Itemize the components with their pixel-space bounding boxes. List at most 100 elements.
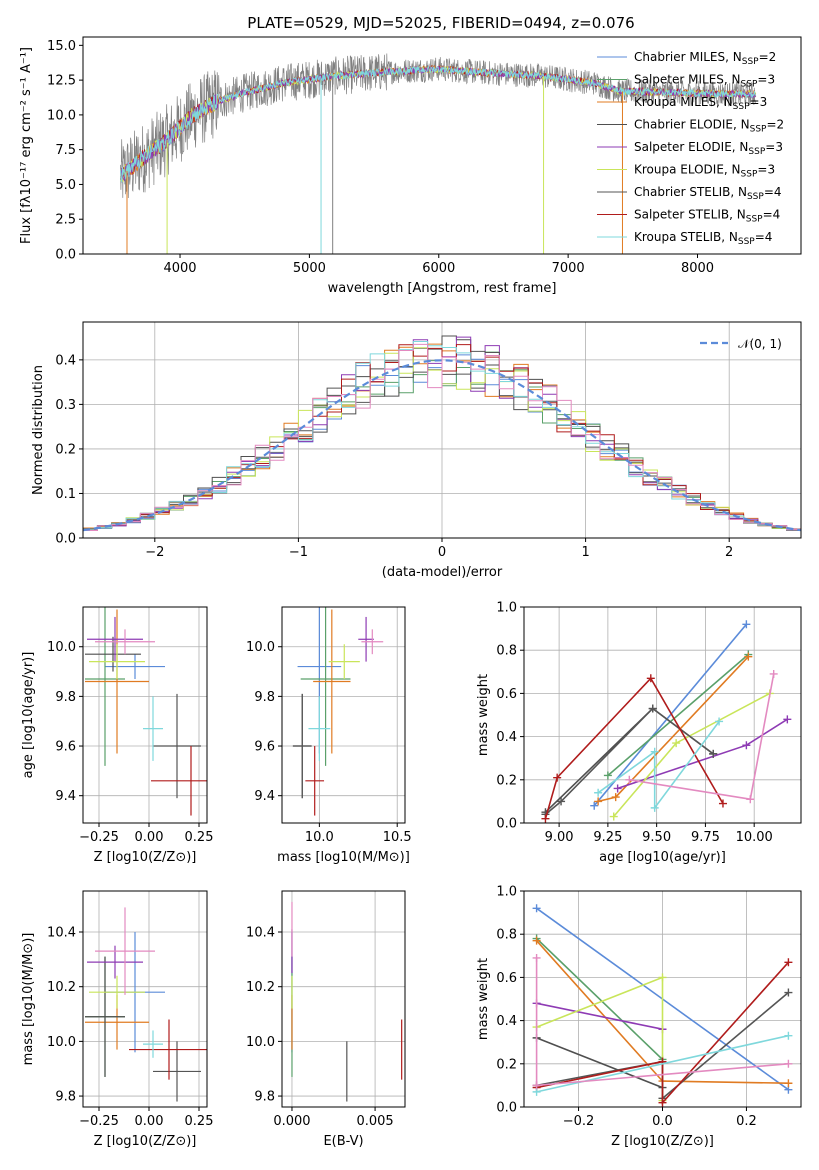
legend-label-main: Chabrier STELIB, N [634,185,747,199]
legend-label-main: Salpeter ELODIE, N [634,140,748,154]
weight-marker-salpeter_stelib [646,674,655,683]
x-tick-label: 0.25 [185,1114,214,1129]
y-tick-label: 1.0 [496,885,517,900]
y-tick-label: 0.8 [496,644,517,659]
y-tick-label: 0.6 [496,687,517,702]
y-tick-label: 9.4 [254,789,275,804]
x-tick-label: 2 [725,545,733,560]
weight-marker-salpeter_elodie [783,715,792,724]
y-tick-label: 0.0 [55,532,76,547]
x-axis-label: mass [log10(M/M⊙)] [277,850,410,865]
weight-marker-mass_pink [769,669,778,678]
weight-line-salpeter_miles [536,937,664,1061]
panel-mass_vs_Z: −0.25 0.00 0.25 9.8 10.0 10.2 10.4 Z [log10(Z/Z… [21,890,214,1149]
legend-label-main: Salpeter STELIB, N [634,208,746,222]
x-tick-label: 0.00 [135,830,164,845]
y-tick-label: 10.2 [47,980,76,995]
y-tick-label: 0.2 [496,1057,517,1072]
y-tick-label: 10.0 [47,108,76,123]
plot-area [83,891,207,1107]
y-tick-label: 0.4 [55,353,76,368]
x-axis-label: age [log10(age/yr)] [599,850,726,865]
weight-marker-salpeter_stelib [658,1098,667,1107]
weight-marker-chabrier_stelib [784,988,793,997]
weight-marker-kroupa_stelib [650,747,659,756]
x-tick-label: 4000 [163,261,196,276]
x-axis-label: (data-model)/error [382,565,503,580]
y-tick-label: 0.1 [55,487,76,502]
weight-marker-kroupa_elodie [658,973,667,982]
weight-marker-kroupa_miles [611,793,620,802]
weight-marker-mass_pink [746,795,755,804]
legend-label-sub: SSP [747,192,764,202]
axes-frame [82,36,802,255]
y-tick-label: 9.8 [254,690,275,705]
legend-label: Kroupa MILES, NSSP=3 [634,95,767,112]
plot-area [524,607,801,823]
legend-label-sub: SSP [741,170,758,180]
legend-label-tail: =2 [759,50,777,64]
weight-line-salpeter_stelib [544,676,724,819]
x-tick-label: 7000 [552,261,585,276]
legend-label: Salpeter MILES, NSSP=3 [634,73,775,90]
legend-label: Chabrier ELODIE, NSSP=2 [634,118,784,135]
weight-marker-kroupa_miles [594,797,603,806]
x-tick-label: 0.0 [652,1114,673,1129]
plot-area [524,891,801,1107]
axes-frame [281,890,406,1108]
y-tick-label: 0.8 [496,928,517,943]
legend-label-tail: =3 [750,95,768,109]
weight-marker-kroupa_elodie [609,812,618,821]
legend-label-tail: =4 [755,230,773,244]
normal-reference-curve [83,359,801,532]
y-tick-label: 9.8 [254,1090,275,1105]
y-tick-label: 10.4 [47,926,76,941]
legend-label: Kroupa STELIB, NSSP=4 [634,230,772,247]
y-tick-label: 10.0 [246,640,275,655]
x-tick-label: 6000 [422,261,455,276]
y-tick-label: 0.0 [496,817,517,832]
y-axis-label: age [log10(age/yr)] [21,652,36,779]
y-tick-label: 2.5 [55,213,76,228]
y-tick-label: 10.4 [246,926,275,941]
y-tick-label: 9.8 [55,1090,76,1105]
legend-label-tail: =2 [766,118,784,132]
axes-frame [523,606,802,824]
legend-label-main: Salpeter MILES, N [634,73,741,87]
legend-label-tail: =3 [757,163,775,177]
axes-frame [82,890,208,1108]
axes-frame [281,606,406,824]
weight-marker-salpeter_elodie [742,741,751,750]
weight-line-kroupa_stelib [597,721,720,811]
x-tick-label: 10.0 [305,830,334,845]
x-tick-label: 10.00 [736,830,773,845]
figure-title: PLATE=0529, MJD=52025, FIBERID=0494, z=0… [247,14,634,32]
weight-marker-mass_pink [625,775,634,784]
weight-marker-kroupa_stelib [594,788,603,797]
x-tick-label: −0.2 [563,1114,595,1129]
y-tick-label: 10.0 [47,640,76,655]
x-tick-label: 0.25 [185,830,214,845]
x-axis-label: wavelength [Angstrom, rest frame] [328,281,557,296]
legend-label-tail: =3 [757,73,775,87]
legend-label-main: Kroupa MILES, N [634,95,733,109]
x-tick-label: −0.25 [79,1114,119,1129]
legend-label-sub: SSP [750,125,767,135]
legend-label-main: Chabrier MILES, N [634,50,742,64]
weight-marker-salpeter_stelib [541,814,550,823]
x-axis-label: Z [log10(Z/Z⊙)] [94,1134,197,1149]
legend-label: Kroupa ELODIE, NSSP=3 [634,163,775,180]
weight-marker-salpeter_miles [603,771,612,780]
weight-line-chabrier_elodie [544,707,714,813]
x-tick-label: 10.5 [383,830,412,845]
weight-marker-chabrier_stelib [709,749,718,758]
weight-marker-chabrier_miles [590,801,599,810]
x-axis-label: Z [log10(Z/Z⊙)] [94,850,197,865]
x-tick-label: 8000 [681,261,714,276]
y-tick-label: 9.8 [55,690,76,705]
x-tick-label: 0 [438,545,446,560]
y-tick-label: 0.2 [496,773,517,788]
x-tick-label: 9.25 [593,830,622,845]
